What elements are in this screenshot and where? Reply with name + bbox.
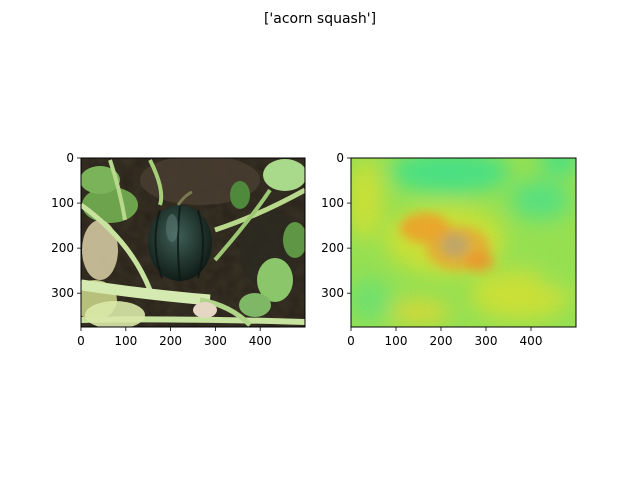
photo-y-tick-label: 200: [51, 241, 74, 255]
saliency-y-tick-label: 300: [321, 286, 344, 300]
photo-frame: [80, 157, 306, 328]
photo-x-tick-label: 400: [249, 334, 272, 348]
photo-panel: 0 100 200 300 400 0 100 200 300: [51, 151, 306, 348]
photo-x-tick-label: 100: [114, 334, 137, 348]
photo-y-tick-label: 100: [51, 196, 74, 210]
saliency-axis-ticks: 0 100 200 300 400 0 100 200 300: [321, 151, 542, 348]
figure-title: ['acorn squash']: [264, 11, 376, 27]
saliency-x-tick-label: 400: [520, 334, 543, 348]
photo-axis-ticks: 0 100 200 300 400 0 100 200 300: [51, 151, 272, 348]
photo-x-tick-label: 0: [77, 334, 85, 348]
saliency-x-tick-label: 200: [430, 334, 453, 348]
saliency-y-tick-label: 200: [321, 241, 344, 255]
saliency-x-tick-label: 0: [347, 334, 355, 348]
saliency-map: [351, 158, 576, 327]
saliency-x-tick-label: 100: [385, 334, 408, 348]
photo-y-tick-label: 0: [66, 151, 74, 165]
acorn-squash-photo: [81, 158, 305, 327]
saliency-y-tick-label: 100: [321, 196, 344, 210]
saliency-x-tick-label: 300: [475, 334, 498, 348]
photo-x-tick-label: 300: [204, 334, 227, 348]
photo-x-tick-label: 200: [159, 334, 182, 348]
saliency-panel: 0 100 200 300 400 0 100 200 300: [321, 151, 577, 348]
saliency-y-tick-label: 0: [336, 151, 344, 165]
photo-y-tick-label: 300: [51, 286, 74, 300]
saliency-frame: [350, 157, 577, 328]
